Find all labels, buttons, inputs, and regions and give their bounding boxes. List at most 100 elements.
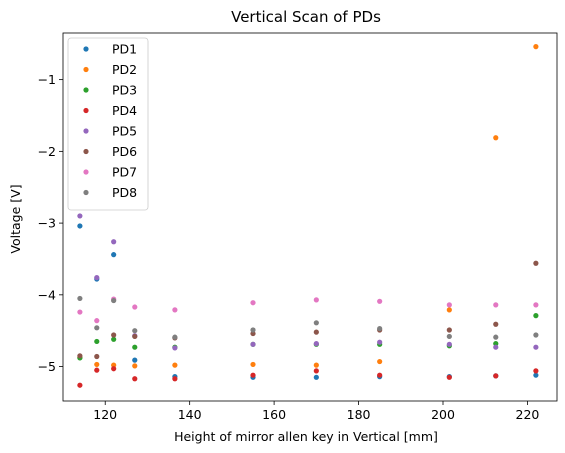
data-point-pd2: [377, 358, 383, 365]
data-point-pd6: [533, 260, 539, 266]
data-point-pd2: [132, 363, 138, 369]
legend: PD1 PD2 PD3 PD4 PD5 PD6 PD7 PD8: [67, 37, 149, 211]
data-point-pd4: [250, 372, 256, 378]
data-point-pd5: [111, 239, 117, 245]
legend-marker-pd6: [83, 148, 89, 155]
y-tick-label: −5: [38, 359, 56, 374]
data-point-pd1: [111, 252, 117, 258]
legend-label-pd1: PD1: [112, 42, 137, 57]
x-tick-label: 160: [262, 407, 286, 422]
data-point-pd2: [250, 361, 256, 368]
y-axis-label: Voltage [V]: [8, 184, 23, 253]
data-point-pd4: [132, 376, 138, 382]
data-point-pd1: [313, 374, 319, 380]
data-point-pd5: [377, 339, 383, 345]
data-point-pd7: [94, 318, 100, 324]
data-point-pd3: [111, 336, 117, 342]
data-point-pd5: [77, 213, 83, 219]
legend-marker-pd2: [83, 66, 89, 73]
data-point-pd4: [493, 373, 499, 379]
legend-label-pd2: PD2: [112, 62, 137, 77]
legend-label-pd3: PD3: [112, 83, 137, 98]
data-point-pd6: [111, 332, 117, 338]
data-point-pd8: [94, 325, 100, 331]
data-point-pd6: [250, 330, 256, 337]
legend-marker-pd7: [83, 169, 89, 175]
data-point-pd4: [172, 376, 178, 382]
data-point-pd5: [313, 341, 319, 347]
data-point-pd6: [132, 333, 138, 340]
data-point-pd6: [94, 353, 100, 360]
data-point-pd2: [493, 135, 499, 141]
data-point-pd8: [132, 328, 138, 334]
data-point-pd8: [77, 295, 83, 302]
legend-label-pd5: PD5: [112, 124, 137, 139]
data-point-pd5: [172, 345, 178, 351]
data-point-pd5: [493, 344, 499, 350]
y-tick-label: −3: [38, 216, 56, 231]
y-tick-label: −4: [38, 287, 56, 302]
data-point-pd6: [77, 353, 83, 359]
data-point-pd3: [493, 341, 499, 347]
legend-box: [67, 37, 149, 211]
data-point-pd4: [77, 382, 83, 388]
data-point-pd1: [77, 223, 83, 229]
data-point-pd4: [533, 368, 539, 374]
plot-area: 120 140 160 180 200 220 −5 −4 −3 −2 −1: [38, 44, 540, 422]
data-point-pd8: [172, 334, 178, 340]
legend-marker-pd1: [83, 46, 89, 52]
legend-marker-pd5: [83, 128, 89, 134]
data-point-pd2: [313, 362, 319, 368]
data-point-pd5: [250, 341, 256, 347]
data-point-pd6: [446, 327, 452, 333]
legend-label-pd4: PD4: [112, 103, 137, 118]
x-tick-label: 120: [93, 407, 117, 422]
data-point-pd2: [446, 307, 452, 313]
legend-label-pd6: PD6: [112, 144, 137, 159]
y-tick-label: −1: [38, 72, 56, 87]
data-point-pd7: [313, 297, 319, 303]
axes-frame: [62, 32, 558, 402]
data-point-pd3: [533, 313, 539, 319]
data-point-pd8: [111, 297, 117, 304]
data-point-pd8: [493, 334, 499, 340]
legend-marker-pd8: [83, 189, 89, 196]
data-point-pd4: [377, 372, 383, 378]
x-axis-label: Height of mirror allen key in Vertical […: [174, 429, 438, 444]
data-point-pd3: [94, 338, 100, 345]
x-tick-label: 200: [431, 407, 455, 422]
data-point-pd8: [377, 325, 383, 332]
chart-title: Vertical Scan of PDs: [231, 8, 381, 26]
data-point-pd4: [313, 368, 319, 374]
legend-label-pd7: PD7: [112, 165, 137, 180]
data-point-pd7: [533, 302, 539, 308]
data-point-pd8: [533, 332, 539, 338]
legend-marker-pd4: [83, 107, 89, 114]
data-point-pd5: [94, 275, 100, 281]
data-point-pd7: [377, 298, 383, 304]
data-point-pd4: [446, 374, 452, 380]
data-point-pd5: [446, 341, 452, 347]
data-point-pd7: [172, 307, 178, 313]
x-tick-label: 140: [178, 407, 202, 422]
data-point-pd2: [94, 361, 100, 368]
data-point-pd2: [172, 362, 178, 368]
x-tick-label: 220: [516, 407, 540, 422]
data-point-pd6: [313, 329, 319, 335]
data-point-pd8: [446, 333, 452, 340]
data-point-pd2: [111, 362, 117, 368]
data-point-pd4: [111, 366, 117, 372]
x-tick-label: 180: [347, 407, 371, 422]
legend-marker-pd3: [83, 87, 89, 93]
data-point-pd1: [533, 372, 539, 378]
data-point-pd8: [250, 327, 256, 333]
data-point-pd4: [94, 367, 100, 373]
legend-label-pd8: PD8: [112, 185, 137, 200]
data-point-pd6: [493, 321, 499, 327]
data-point-pd8: [313, 320, 319, 326]
data-point-pd7: [493, 302, 499, 308]
data-point-pd7: [446, 302, 452, 308]
data-point-pd7: [77, 309, 83, 315]
data-point-pd2: [533, 44, 539, 50]
data-point-pd5: [533, 344, 539, 350]
